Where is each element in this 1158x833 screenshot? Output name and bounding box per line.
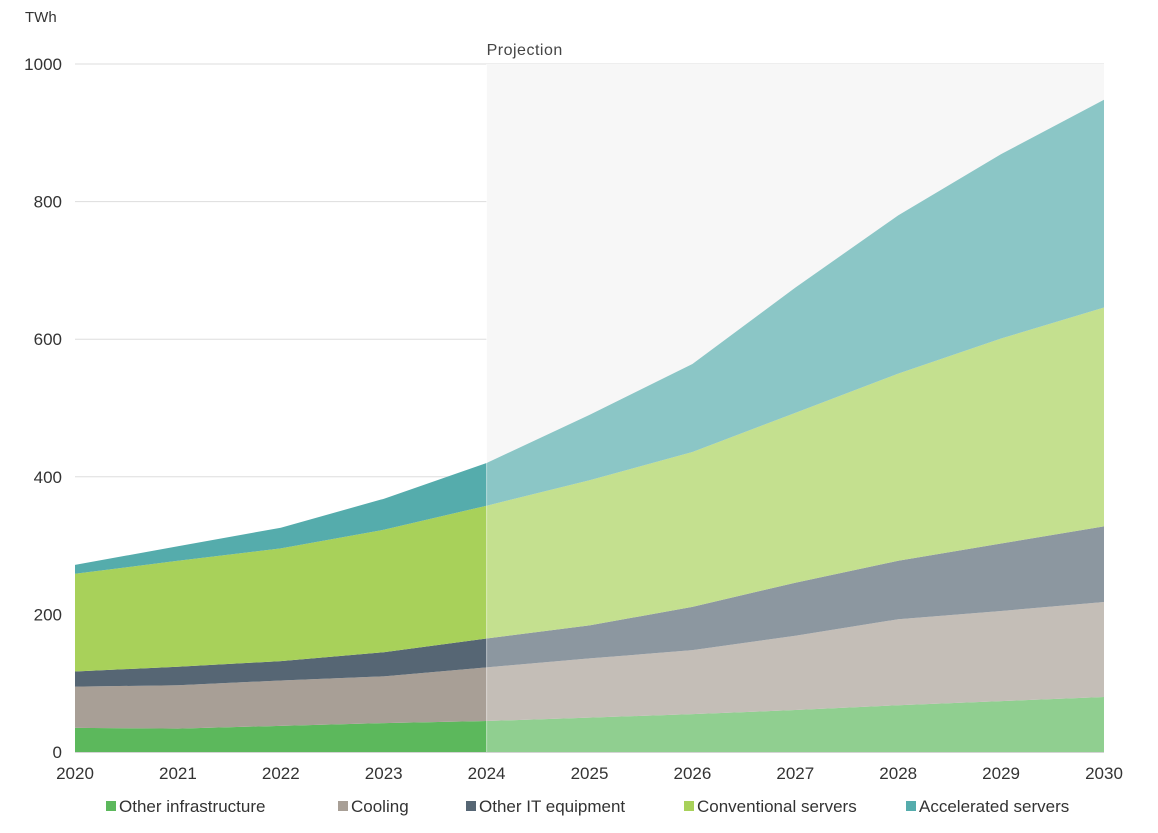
legend-swatch [466,801,476,811]
projection-label: Projection [487,42,563,59]
y-axis-unit-label: TWh [25,9,57,26]
legend-label: Accelerated servers [919,797,1069,816]
legend-item: Cooling [338,797,409,816]
y-tick-label: 1000 [24,55,62,74]
y-axis-tick-labels: 0 200 400 600 800 1000 [24,55,62,762]
x-tick-label: 2024 [468,764,506,783]
x-tick-label: 2030 [1085,764,1123,783]
area-other-it-equipment [75,526,1104,687]
y-tick-label: 200 [34,605,62,624]
x-tick-label: 2027 [776,764,814,783]
x-tick-label: 2029 [982,764,1020,783]
legend-label: Other infrastructure [119,797,265,816]
legend-swatch [106,801,116,811]
area-accelerated-servers [75,99,1104,574]
x-tick-label: 2026 [673,764,711,783]
x-tick-label: 2020 [56,764,94,783]
y-tick-label: 600 [34,330,62,349]
legend-swatch [338,801,348,811]
legend-label: Conventional servers [697,797,857,816]
x-tick-label: 2025 [571,764,609,783]
projection-fade [486,64,1105,752]
legend-swatch [906,801,916,811]
legend-item: Conventional servers [684,797,857,816]
legend-item: Other IT equipment [466,797,625,816]
legend-item: Accelerated servers [906,797,1069,816]
legend-item: Other infrastructure [106,797,265,816]
x-tick-label: 2028 [879,764,917,783]
area-series [75,99,1104,752]
y-tick-label: 800 [34,193,62,212]
legend-label: Other IT equipment [479,797,625,816]
x-tick-label: 2023 [365,764,403,783]
x-axis-tick-labels: 2020 2021 2022 2023 2024 2025 2026 2027 2028 2029… [56,764,1123,783]
legend: Other infrastructure Cooling Other IT equi… [106,797,1069,816]
x-tick-label: 2022 [262,764,300,783]
x-tick-label: 2021 [159,764,197,783]
area-conventional-servers [75,307,1104,672]
legend-label: Cooling [351,797,409,816]
y-tick-label: 400 [34,468,62,487]
area-cooling [75,602,1104,729]
y-tick-label: 0 [53,743,62,762]
projection-fade-overlay [486,64,1105,752]
legend-swatch [684,801,694,811]
area-other-infrastructure [75,696,1104,752]
